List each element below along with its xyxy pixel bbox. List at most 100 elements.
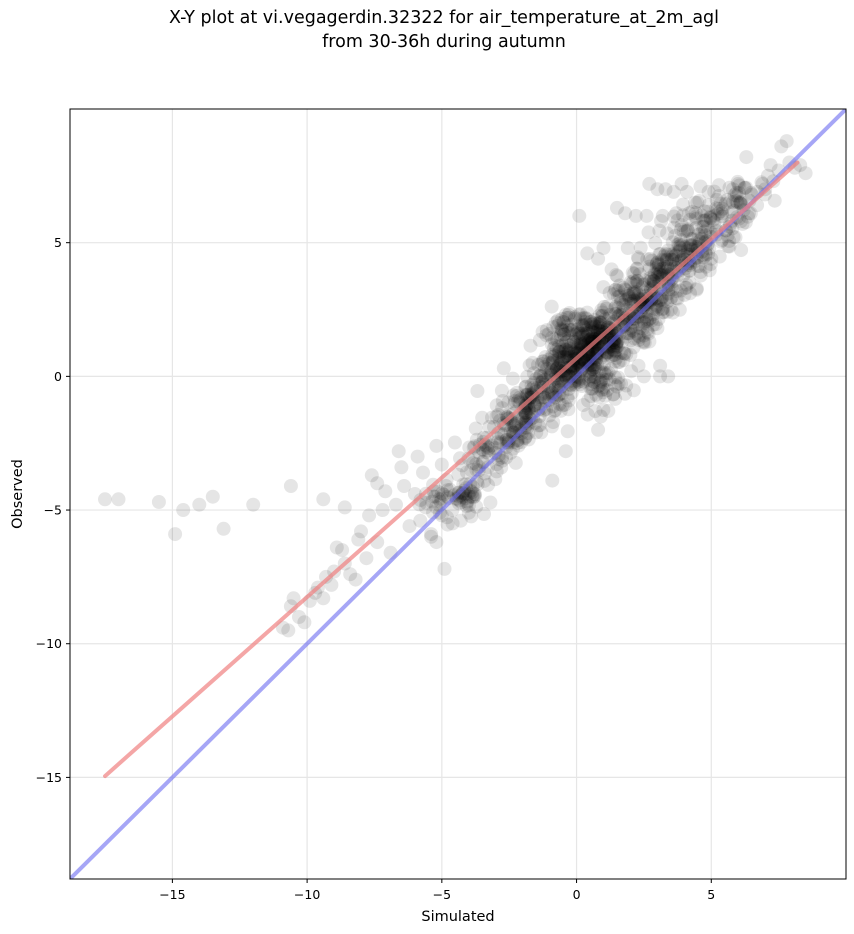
data-point — [552, 383, 567, 398]
data-point — [589, 387, 604, 402]
data-point — [650, 255, 665, 270]
data-point — [535, 324, 550, 339]
data-point — [518, 430, 533, 445]
data-point — [631, 251, 646, 266]
data-point — [660, 267, 675, 282]
data-point — [739, 150, 754, 165]
data-point — [733, 194, 748, 209]
data-point — [468, 487, 483, 502]
data-point — [584, 377, 599, 392]
data-point — [707, 184, 722, 199]
data-point — [667, 252, 682, 267]
data-point — [606, 347, 621, 362]
data-point — [579, 317, 594, 332]
data-point — [587, 325, 602, 340]
data-point — [637, 277, 652, 292]
data-point — [665, 305, 680, 320]
data-point — [594, 356, 609, 371]
data-point — [737, 180, 752, 195]
data-point — [521, 432, 536, 447]
data-point — [596, 403, 611, 417]
data-point — [798, 166, 813, 181]
data-point — [660, 226, 675, 241]
data-point — [478, 445, 493, 459]
data-point — [644, 253, 659, 268]
data-point — [551, 313, 565, 328]
data-point — [655, 208, 670, 223]
data-point — [559, 335, 574, 350]
data-point — [618, 283, 633, 298]
data-point — [609, 268, 624, 282]
data-point — [469, 457, 484, 472]
data-point — [610, 339, 625, 354]
data-point — [611, 283, 626, 298]
data-point — [416, 465, 430, 480]
data-point — [594, 383, 609, 398]
data-point — [623, 333, 638, 348]
data-point — [707, 208, 722, 223]
data-point — [539, 323, 554, 338]
data-point — [557, 327, 572, 342]
data-point — [661, 266, 676, 281]
data-point — [440, 483, 455, 498]
data-point — [583, 314, 598, 329]
data-point — [362, 508, 377, 523]
data-point — [506, 435, 521, 450]
data-point — [593, 316, 608, 331]
data-point — [589, 345, 604, 360]
data-point — [732, 186, 746, 200]
data-point — [583, 367, 598, 381]
data-point — [397, 479, 412, 493]
data-point — [468, 421, 483, 436]
data-point — [494, 460, 509, 475]
data-point — [612, 289, 627, 304]
data-point — [588, 338, 603, 353]
data-point — [553, 403, 568, 418]
data-point — [455, 486, 470, 501]
data-point — [324, 577, 339, 592]
data-point — [625, 265, 640, 280]
x-tick-label: 5 — [707, 887, 715, 902]
data-point — [506, 388, 521, 403]
data-point — [608, 283, 622, 297]
data-point — [596, 385, 611, 400]
data-point — [660, 294, 675, 309]
data-point — [533, 367, 548, 382]
data-point — [545, 347, 560, 362]
data-point — [616, 353, 631, 368]
data-point — [670, 237, 685, 252]
data-point — [552, 344, 566, 359]
data-point — [726, 195, 741, 210]
data-point — [682, 238, 697, 252]
data-point — [626, 383, 641, 398]
data-point — [583, 369, 597, 384]
data-point — [628, 275, 643, 290]
data-point — [647, 267, 662, 282]
data-point — [592, 365, 607, 380]
data-point — [292, 610, 306, 624]
data-point — [426, 489, 441, 504]
data-point — [683, 286, 697, 301]
data-point — [651, 258, 666, 273]
data-point — [552, 351, 567, 366]
data-point — [712, 249, 727, 264]
data-point — [739, 180, 754, 195]
data-point — [551, 349, 566, 364]
data-point — [544, 299, 559, 314]
data-point — [652, 267, 667, 281]
data-point — [537, 360, 552, 374]
data-point — [620, 241, 635, 255]
data-point — [489, 409, 504, 424]
data-point — [673, 283, 688, 298]
data-point — [627, 331, 642, 346]
data-point — [554, 323, 569, 338]
data-point — [673, 243, 688, 258]
data-point — [697, 204, 712, 219]
data-point — [574, 337, 589, 352]
data-point — [596, 339, 611, 354]
data-point — [595, 380, 610, 395]
data-point — [690, 195, 705, 210]
data-point — [704, 251, 719, 266]
data-point — [553, 321, 568, 336]
data-point — [574, 324, 589, 339]
